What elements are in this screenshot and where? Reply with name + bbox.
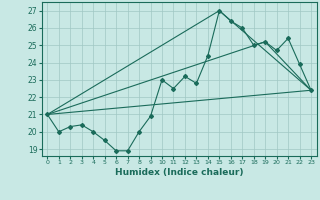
X-axis label: Humidex (Indice chaleur): Humidex (Indice chaleur): [115, 168, 244, 177]
